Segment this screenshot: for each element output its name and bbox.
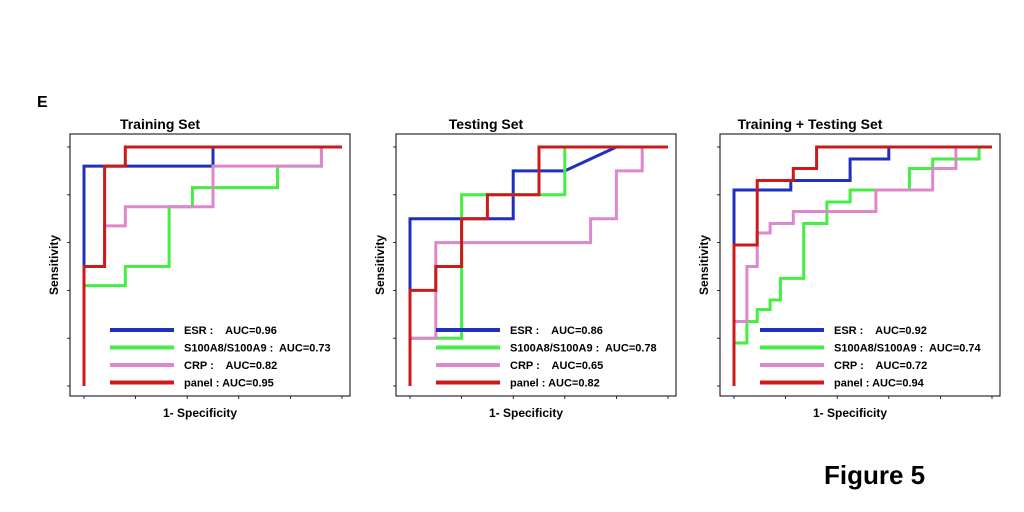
roc-curve-s100a8-s100a9 [732,145,992,386]
legend-label: ESR : AUC=0.86 [510,325,603,337]
roc-curve-panel [732,145,992,386]
x-axis-label: 1- Specificity [163,406,237,420]
chart-title: Testing Set [449,116,524,132]
plot-frame [395,133,677,397]
figure-label: Figure 5 [824,460,926,490]
roc-curve-panel [82,145,342,386]
chart-title: Training + Testing Set [738,116,883,132]
y-axis-label: Sensitivity [373,235,387,295]
roc-chart-training: Training Set Sensitivity 1- Specificity ESR… [40,110,360,430]
legend-label: ESR : AUC=0.96 [184,325,277,337]
x-axis-label: 1- Specificity [813,406,887,420]
y-axis-label: Sensitivity [697,235,711,295]
roc-chart-testing: Testing Set Sensitivity 1- Specificity ESR … [366,110,686,430]
legend-label: CRP : AUC=0.82 [184,360,277,372]
legend-label: S100A8/S100A9 : AUC=0.74 [834,343,982,355]
roc-chart-svg: Training + Testing Set Sensitivity 1- Spec… [697,116,1001,420]
roc-curve-panel [408,145,668,386]
legend-label: S100A8/S100A9 : AUC=0.73 [184,343,331,355]
roc-curve-crp [408,145,668,386]
plot-frame [719,133,1001,397]
legend-label: panel : AUC=0.82 [510,378,600,390]
legend-label: ESR : AUC=0.92 [834,325,927,337]
legend-label: CRP : AUC=0.72 [834,360,927,372]
legend-label: panel : AUC=0.95 [184,378,274,390]
plot-frame [69,133,351,397]
chart-title: Training Set [120,116,200,132]
legend-label: S100A8/S100A9 : AUC=0.78 [510,343,657,355]
panel-label: E [37,94,48,111]
roc-chart-svg: Testing Set Sensitivity 1- Specificity ESR … [373,116,677,420]
legend-label: CRP : AUC=0.65 [510,360,603,372]
y-axis-label: Sensitivity [47,235,61,295]
roc-curve-crp [732,145,992,386]
x-axis-label: 1- Specificity [489,406,563,420]
roc-chart-combined: Training + Testing Set Sensitivity 1- Spec… [690,110,1010,430]
legend-label: panel : AUC=0.94 [834,378,925,390]
roc-curve-esr [732,145,992,386]
roc-chart-svg: Training Set Sensitivity 1- Specificity ESR… [47,116,351,420]
